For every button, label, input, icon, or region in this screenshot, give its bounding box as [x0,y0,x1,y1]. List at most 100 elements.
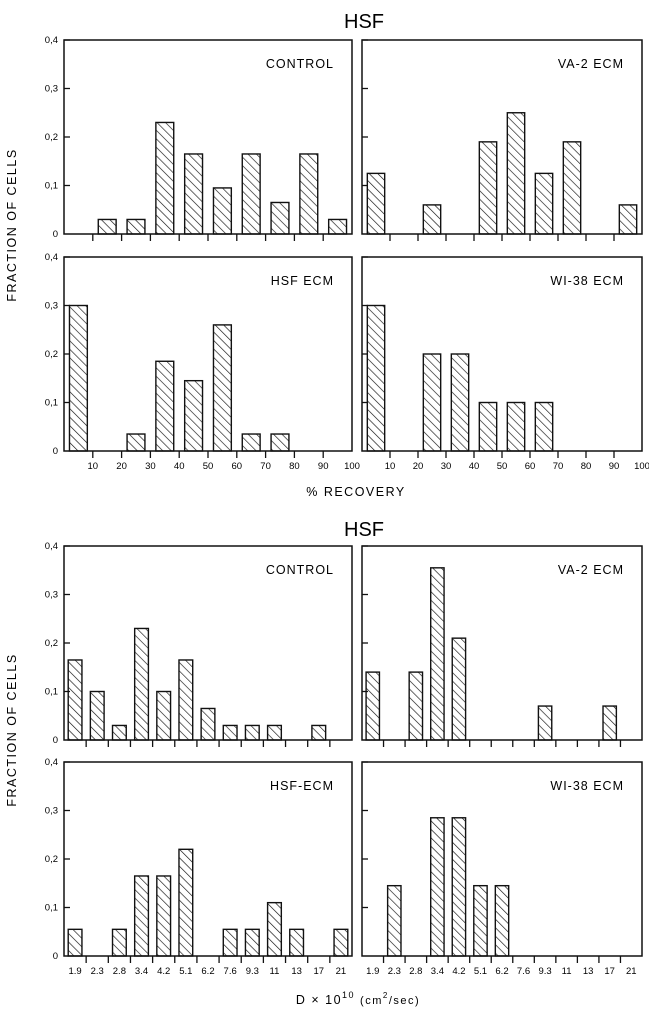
bar [430,817,445,957]
bar [365,671,381,741]
bar [618,204,638,235]
bar [299,153,319,235]
y-tick-label: 0,2 [45,132,58,143]
y-tick-label: 0,4 [45,541,58,552]
panel-label: CONTROL [266,57,334,71]
bar [537,705,553,741]
bar [183,379,204,452]
x-axis-label-units-exponent: 2 [383,991,389,1000]
bar [244,724,260,741]
x-tick-label: 70 [260,461,271,472]
y-tick-label: 0,2 [45,349,58,360]
x-tick-label: 1.9 [68,966,81,977]
x-tick-label: 7.6 [224,966,237,977]
bar [311,724,327,741]
x-tick-label: 80 [581,461,592,472]
bar [67,659,83,741]
x-axis-label-exponent: 10 [342,990,355,1000]
panel-label: HSF-ECM [270,779,334,793]
panel-1: VA-2 ECM [361,39,643,241]
bar [200,707,216,741]
figure-top-title: HSF [344,11,384,33]
x-tick-label: 13 [583,966,594,977]
x-tick-label: 60 [232,461,243,472]
bar [602,705,618,741]
panel-4: CONTROL 0 0,1 0,2 0,3 0,4 [45,541,353,747]
x-tick-label: 21 [626,966,637,977]
x-tick-label: 6.2 [495,966,508,977]
bar [327,218,348,235]
y-tick-label: 0 [53,229,58,240]
x-tick-label: 3.4 [135,966,148,977]
bar [422,204,442,235]
panel-0: CONTROL 0 0,1 0,2 0,3 0,4 [45,35,353,241]
bar [289,928,305,957]
bar [506,401,526,452]
x-tick-label: 2.3 [388,966,401,977]
bar [366,304,386,452]
bar [266,724,283,741]
x-tick-label: 1.9 [366,966,379,977]
x-tick-label: 7.6 [517,966,530,977]
x-tick-label: 10 [385,461,396,472]
y-tick-label: 0 [53,446,58,457]
y-tick-label: 0,2 [45,638,58,649]
x-tick-label: 9.3 [246,966,259,977]
figure-bottom-x-axis-label: D × 1010 (cm2/sec) [296,990,420,1007]
bar [133,875,150,957]
y-tick-label: 0,1 [45,181,58,192]
x-tick-label: 70 [553,461,564,472]
panel-3: WI-38 ECM 10 20 30 40 50 60 70 80 90 100 [361,256,649,472]
x-tick-label: 20 [413,461,424,472]
bar [126,433,146,452]
bar [156,875,172,957]
bar [408,671,424,741]
panel-label: WI-38 ECM [550,779,624,793]
x-tick-label: 100 [344,461,360,472]
bar [241,153,261,235]
x-axis-label-units-end: /sec) [389,995,420,1007]
bar [430,567,445,741]
x-tick-label: 9.3 [538,966,551,977]
y-tick-label: 0,4 [45,757,58,768]
figure-top-x-axis-label: % RECOVERY [306,485,406,499]
bar [222,724,238,741]
y-tick-label: 0,1 [45,398,58,409]
x-tick-label: 5.1 [179,966,192,977]
x-tick-label: 2.8 [113,966,126,977]
panel-label: HSF ECM [271,274,334,288]
bar [156,690,172,741]
x-tick-label: 90 [609,461,620,472]
x-tick-label: 11 [562,966,572,977]
x-tick-label: 4.2 [157,966,170,977]
bar [534,172,554,235]
bar [450,353,470,452]
x-tick-label: 10 [88,461,99,472]
y-tick-label: 0,3 [45,301,58,312]
bar [478,141,498,235]
bar [133,627,150,741]
bar [178,848,194,957]
x-tick-label: 80 [289,461,300,472]
x-tick-label: 50 [203,461,214,472]
bar [67,928,83,957]
bar [111,724,127,741]
bar [155,360,175,452]
x-tick-label: 20 [116,461,127,472]
panel-label: WI-38 ECM [550,274,624,288]
x-tick-label: 40 [174,461,185,472]
bar [451,817,467,957]
y-tick-label: 0 [53,735,58,746]
bar [155,121,175,235]
bar [212,324,233,452]
panel-7: WI-38 ECM 1.9 2.3 2.8 3.4 4.2 5.1 6.2 7.6 9.3 11 13… [361,761,643,977]
bar [534,401,554,452]
x-tick-label: 50 [497,461,508,472]
x-tick-label: 17 [313,966,324,977]
x-tick-label: 30 [441,461,452,472]
bar [178,659,194,741]
panel-label: CONTROL [266,563,334,577]
bar [494,884,510,957]
bar [212,187,233,235]
